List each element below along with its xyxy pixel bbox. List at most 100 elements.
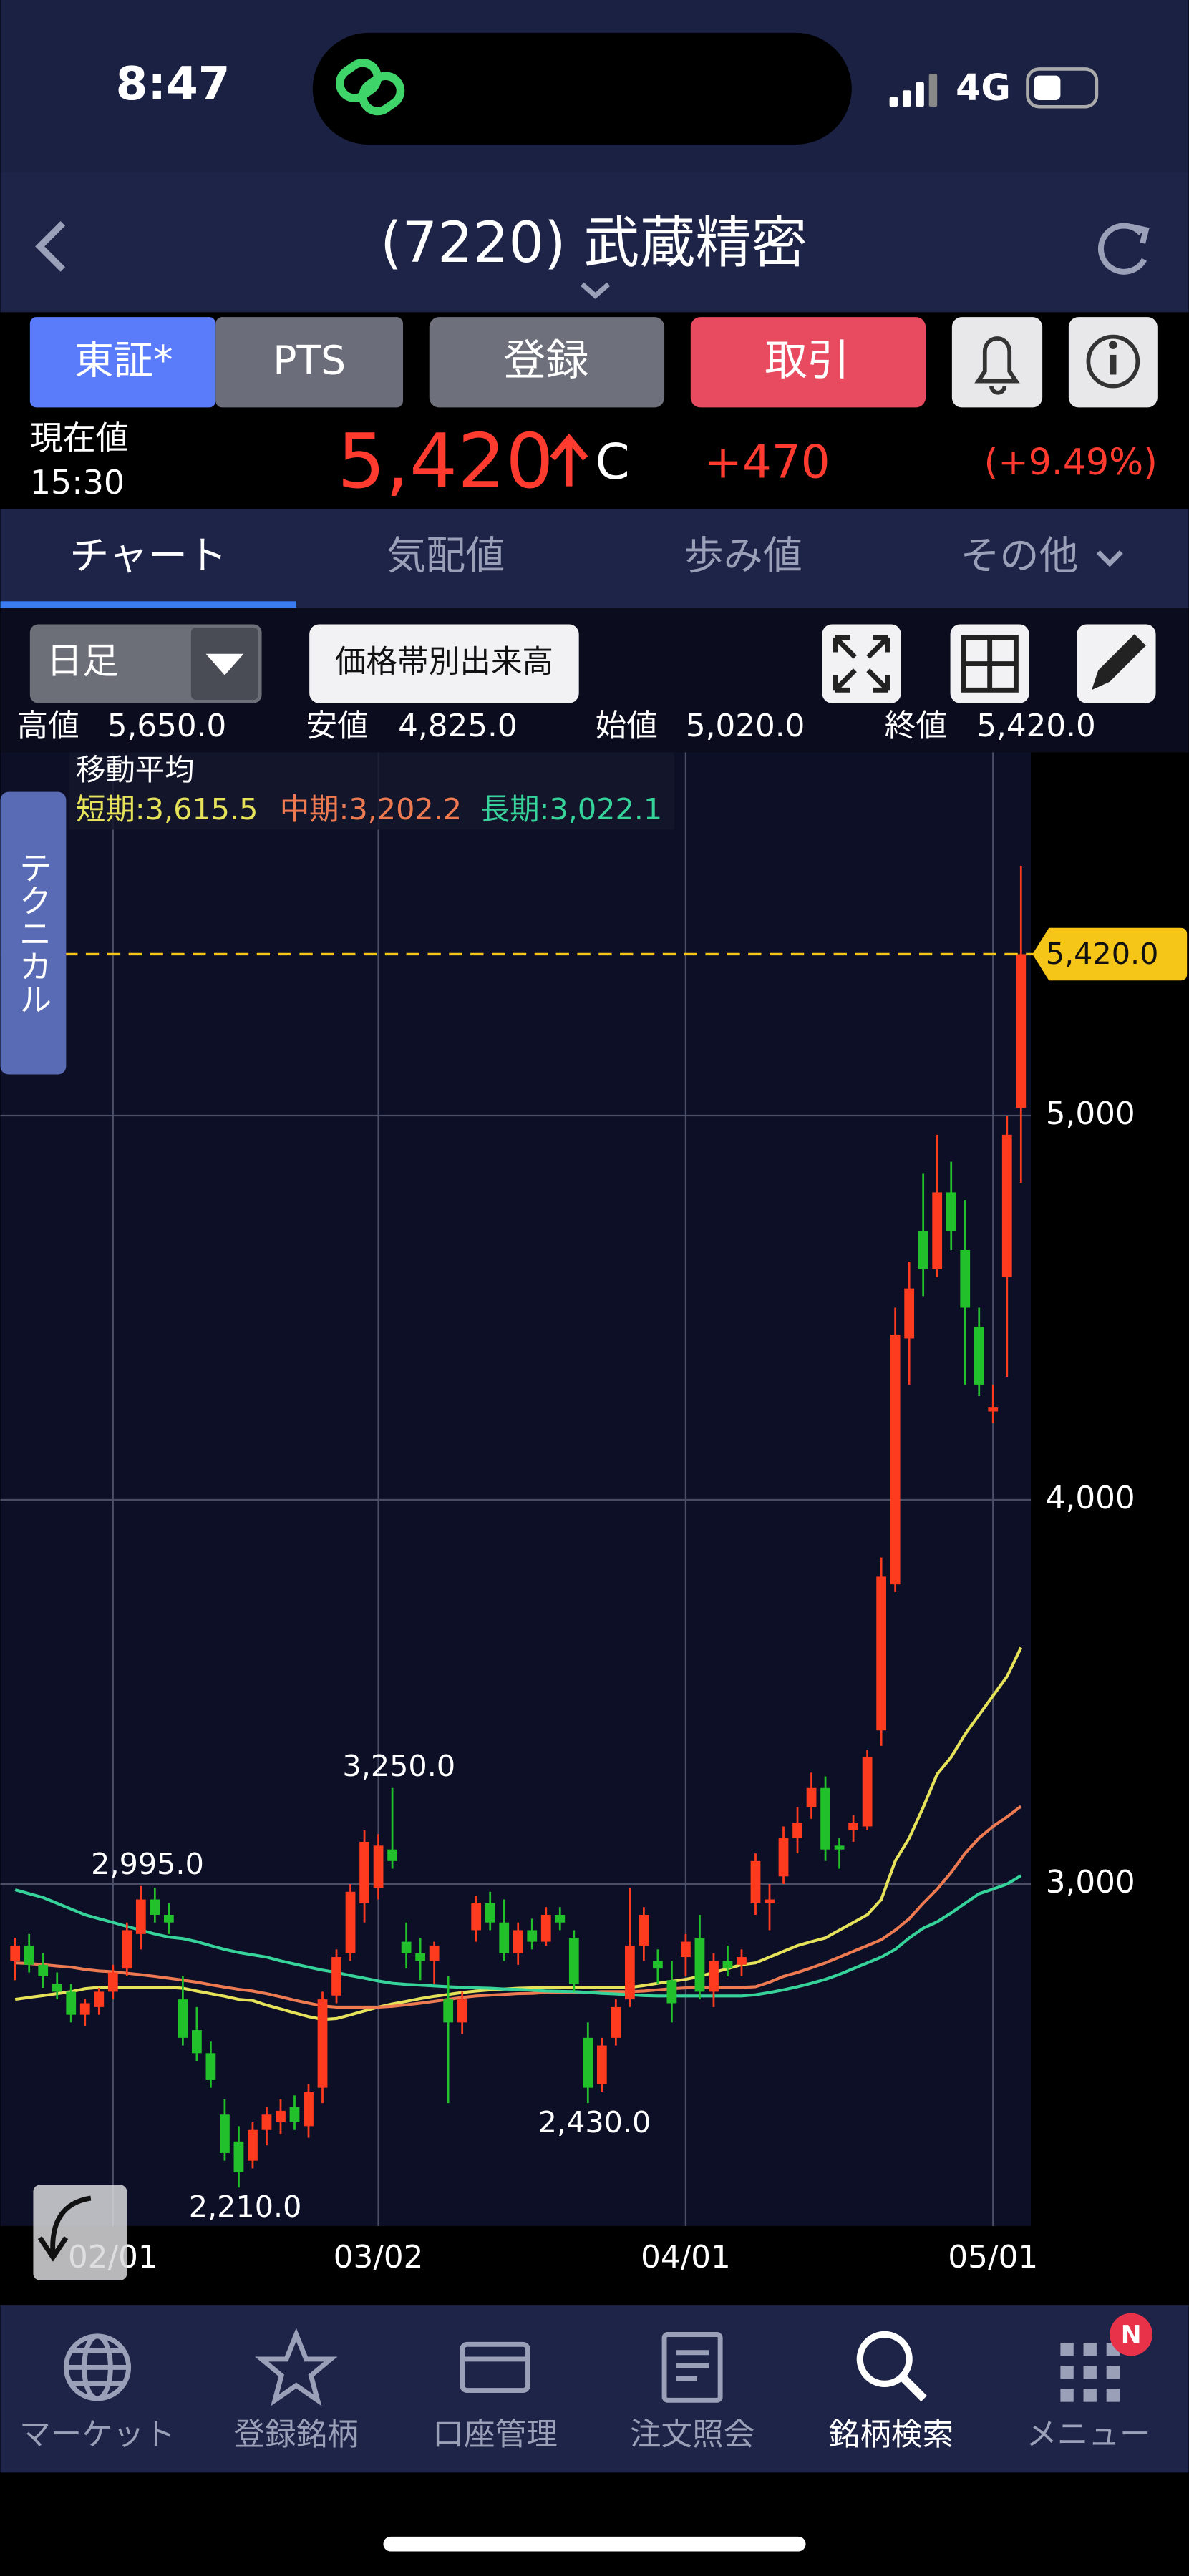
fullscreen-icon xyxy=(833,635,890,693)
dynamic-island xyxy=(312,32,852,145)
y-tick-label: 3,000 xyxy=(1046,1865,1135,1901)
legend: 短期:3,615.5 中期:3,202.2 長期:3,022.1 xyxy=(76,792,662,826)
ohlc-summary: 高値 5,650.0 安値 4,825.0 始値 5,020.0 終値 5,42… xyxy=(16,708,1095,744)
candle-body xyxy=(289,2107,300,2122)
nav-label[interactable]: 注文照会 xyxy=(630,2417,754,2453)
candle-body xyxy=(611,2006,621,2038)
search-icon xyxy=(899,2374,927,2402)
candle-body xyxy=(304,2092,314,2127)
price-mark: C xyxy=(596,434,630,491)
nav-label[interactable]: 登録銘柄 xyxy=(234,2417,359,2453)
candle-body xyxy=(401,1941,412,1953)
candle-body xyxy=(359,1841,369,1903)
mode-icon-arrow xyxy=(37,2195,92,2262)
tab[interactable]: 気配値 xyxy=(387,533,505,579)
candle-body xyxy=(624,1945,635,2000)
nav-label[interactable]: 口座管理 xyxy=(432,2417,557,2453)
tab[interactable]: その他 xyxy=(960,533,1078,579)
candle-body xyxy=(848,1823,858,1830)
candle-body xyxy=(960,1249,971,1308)
candle-body xyxy=(317,1999,328,2088)
candle-body xyxy=(540,1914,551,1942)
trade-label: 取引 xyxy=(765,336,850,386)
candle-body xyxy=(834,1845,845,1850)
badge-label: N xyxy=(1121,2321,1142,2349)
market-tab[interactable] xyxy=(215,317,404,408)
ohlc-label: 安値 xyxy=(306,708,369,744)
candle-body xyxy=(248,2129,258,2161)
candle-body xyxy=(694,1938,705,1992)
battery xyxy=(1026,67,1099,109)
candle-body xyxy=(276,2110,286,2122)
back-button[interactable] xyxy=(35,220,66,272)
legend-entry: 長期:3,022.1 xyxy=(480,792,662,826)
candle-body xyxy=(737,1957,747,1965)
quote-label: 現在値 xyxy=(30,419,129,457)
current-price-tag xyxy=(1032,927,1188,981)
ma-legend-box xyxy=(69,752,674,830)
mode-icon[interactable] xyxy=(33,2185,127,2280)
candle-body xyxy=(946,1192,956,1231)
x-tick-label: 04/01 xyxy=(641,2240,731,2275)
candle-body xyxy=(429,1945,440,1961)
island-icon xyxy=(335,59,405,116)
chart: 3,0004,0005,00002/0103/0204/0105/015,420… xyxy=(0,752,1188,2275)
candle-body xyxy=(499,1922,510,1953)
quote-time: 15:30 xyxy=(30,463,125,502)
legend-entry: 短期:3,615.5 xyxy=(76,792,258,826)
pencil-icon xyxy=(1092,634,1146,691)
ma-title: 移動平均 xyxy=(76,753,194,787)
nav-label[interactable]: 銘柄検索 xyxy=(829,2417,953,2453)
tab-selected[interactable]: チャート xyxy=(69,533,227,579)
period-label: 日足 xyxy=(47,640,119,682)
candle-body xyxy=(79,2003,90,2015)
register-button[interactable] xyxy=(429,317,665,408)
candle-body xyxy=(806,1787,817,1807)
market-tab-selected[interactable] xyxy=(29,317,216,408)
candle-body xyxy=(568,1938,579,1984)
candle-body xyxy=(387,1849,397,1861)
price-annotation: 3,250.0 xyxy=(342,1749,455,1783)
candle-body xyxy=(10,1945,21,1961)
candle-body xyxy=(52,1984,62,1992)
trade-button[interactable] xyxy=(690,317,926,408)
candle-body xyxy=(974,1327,984,1385)
title-chevron[interactable] xyxy=(581,282,611,299)
tab[interactable]: 歩み値 xyxy=(684,533,802,579)
candle-body xyxy=(666,1980,677,2004)
nav-label[interactable]: メニュー xyxy=(1026,2417,1150,2453)
candle-body xyxy=(890,1335,901,1585)
fullscreen-button[interactable] xyxy=(822,624,901,703)
home-indicator xyxy=(383,2536,806,2552)
candle-body xyxy=(38,1964,49,1976)
alert-button[interactable] xyxy=(951,317,1043,408)
candle-body xyxy=(443,1999,454,2023)
candle-body xyxy=(373,1845,384,1888)
candle-body xyxy=(471,1903,482,1931)
candle-body xyxy=(583,2037,593,2088)
nav-label[interactable]: マーケット xyxy=(19,2417,175,2453)
candle-body xyxy=(331,1957,341,1996)
candle-body xyxy=(150,1899,160,1915)
network-label: 4G xyxy=(956,67,1011,109)
header-title: (7220) 武蔵精密 xyxy=(380,211,807,275)
ma-line xyxy=(14,1874,1022,1998)
register-label: 登録 xyxy=(503,336,588,386)
side-tab[interactable] xyxy=(0,791,67,1075)
info-icon xyxy=(1086,334,1140,389)
candle-body xyxy=(24,1945,34,1965)
candle-body xyxy=(876,1576,887,1731)
nav-labels: マーケット 登録銘柄 口座管理 注文照会 銘柄検索 メニュー xyxy=(19,2417,1151,2453)
refresh-button[interactable] xyxy=(1097,223,1147,275)
candle-body xyxy=(862,1757,873,1827)
price-annotation: 2,430.0 xyxy=(538,2105,651,2140)
tab-chevron xyxy=(1096,550,1123,567)
candle-body xyxy=(653,1961,663,1969)
candle-body xyxy=(415,1953,426,1961)
info-icon xyxy=(1109,341,1117,349)
volume-button[interactable] xyxy=(309,624,579,703)
current-price-label: 5,420.0 xyxy=(1046,937,1159,971)
candle-body xyxy=(792,1823,802,1838)
side-tab-label: テクニカル xyxy=(14,851,52,1015)
